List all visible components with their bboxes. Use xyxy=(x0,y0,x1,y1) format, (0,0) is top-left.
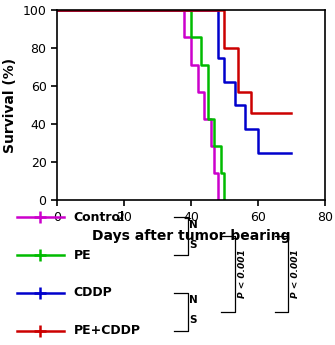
Control xyxy=(189,62,193,67)
PE+CDDP xyxy=(222,46,226,50)
CDDP xyxy=(222,79,226,83)
Text: CDDP: CDDP xyxy=(74,286,113,299)
PE+CDDP xyxy=(55,8,59,12)
Control xyxy=(212,144,216,148)
PE+CDDP xyxy=(249,111,253,116)
X-axis label: Days after tumor bearing: Days after tumor bearing xyxy=(92,229,290,243)
CDDP xyxy=(256,150,260,155)
PE xyxy=(212,117,216,121)
PE+CDDP xyxy=(249,90,253,94)
CDDP xyxy=(256,127,260,131)
CDDP xyxy=(289,150,293,155)
CDDP xyxy=(55,8,59,12)
PE xyxy=(206,62,210,67)
Line: Control: Control xyxy=(57,10,218,200)
CDDP xyxy=(243,127,247,131)
Text: P < 0.001: P < 0.001 xyxy=(291,250,300,298)
Control xyxy=(182,8,186,12)
Text: S: S xyxy=(189,240,197,250)
Text: N: N xyxy=(189,220,198,230)
Control xyxy=(189,36,193,40)
PE+CDDP xyxy=(236,46,240,50)
PE xyxy=(206,117,210,121)
PE+CDDP xyxy=(289,111,293,116)
Y-axis label: Survival (%): Survival (%) xyxy=(3,58,17,153)
PE+CDDP xyxy=(266,111,270,116)
CDDP xyxy=(216,8,220,12)
PE xyxy=(199,62,203,67)
CDDP xyxy=(216,56,220,60)
PE+CDDP xyxy=(222,8,226,12)
CDDP xyxy=(232,79,237,83)
PE+CDDP xyxy=(266,111,270,116)
Control xyxy=(209,117,213,121)
Control xyxy=(55,8,59,12)
Control xyxy=(196,62,200,67)
Line: CDDP: CDDP xyxy=(57,10,291,152)
CDDP xyxy=(222,56,226,60)
PE xyxy=(222,198,226,202)
Text: P < 0.001: P < 0.001 xyxy=(238,250,247,298)
Text: PE: PE xyxy=(74,249,91,262)
Line: PE+CDDP: PE+CDDP xyxy=(57,10,291,114)
Text: N: N xyxy=(189,295,198,305)
Text: S: S xyxy=(189,315,197,325)
PE xyxy=(219,144,223,148)
Control xyxy=(202,90,206,94)
Text: PE+CDDP: PE+CDDP xyxy=(74,324,141,337)
PE xyxy=(219,171,223,175)
PE xyxy=(189,8,193,12)
Control xyxy=(209,144,213,148)
Control xyxy=(196,90,200,94)
CDDP xyxy=(243,103,247,107)
Text: Control: Control xyxy=(74,211,125,224)
PE xyxy=(189,36,193,40)
Control xyxy=(216,198,220,202)
Line: PE: PE xyxy=(57,10,224,200)
PE xyxy=(212,144,216,148)
Control xyxy=(212,171,216,175)
Control xyxy=(202,117,206,121)
Control xyxy=(182,36,186,40)
PE+CDDP xyxy=(236,90,240,94)
CDDP xyxy=(232,103,237,107)
PE xyxy=(55,8,59,12)
PE xyxy=(199,36,203,40)
